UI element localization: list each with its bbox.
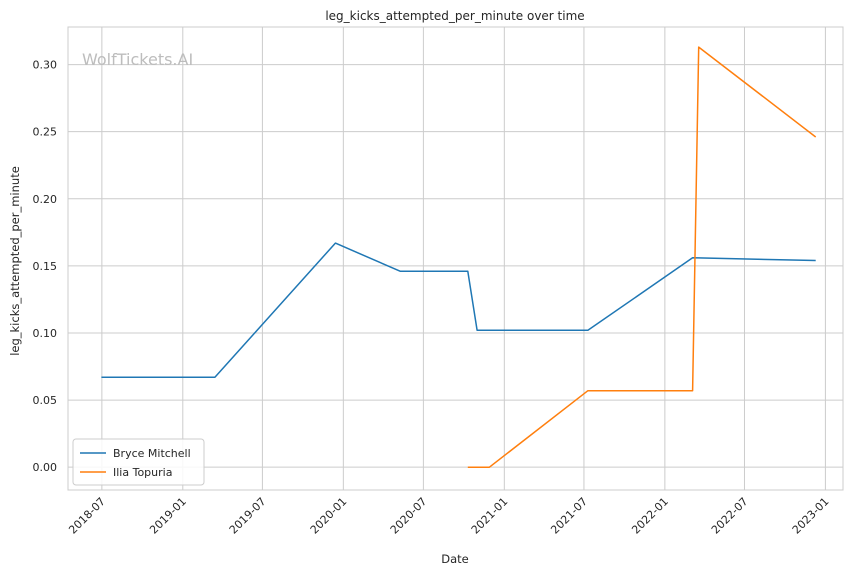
y-tick-label: 0.15 — [33, 260, 58, 273]
legend-label-bryce-mitchell: Bryce Mitchell — [113, 447, 191, 460]
y-axis-title: leg_kicks_attempted_per_minute — [8, 166, 22, 356]
y-tick-label: 0.20 — [33, 193, 58, 206]
legend-label-ilia-topuria: Ilia Topuria — [113, 466, 172, 479]
series-line-bryce-mitchell — [101, 242, 816, 379]
y-tick-label: 0.00 — [33, 461, 58, 474]
legend: Bryce Mitchell Ilia Topuria — [72, 438, 205, 486]
series-line-ilia-topuria — [467, 46, 817, 468]
plot-frame — [67, 26, 844, 491]
y-tick-labels: 0.00 0.05 0.10 0.15 0.20 0.25 0.30 — [33, 59, 58, 475]
y-tick-label: 0.30 — [33, 59, 58, 72]
watermark: WolfTickets.AI — [82, 50, 193, 69]
y-tick-label: 0.25 — [33, 126, 58, 139]
legend-box — [72, 438, 205, 486]
series-layer — [101, 46, 817, 468]
x-axis-title: Date — [441, 552, 469, 566]
y-tick-label: 0.05 — [33, 394, 58, 407]
chart-title: leg_kicks_attempted_per_minute over time — [325, 9, 584, 23]
y-tick-label: 0.10 — [33, 327, 58, 340]
